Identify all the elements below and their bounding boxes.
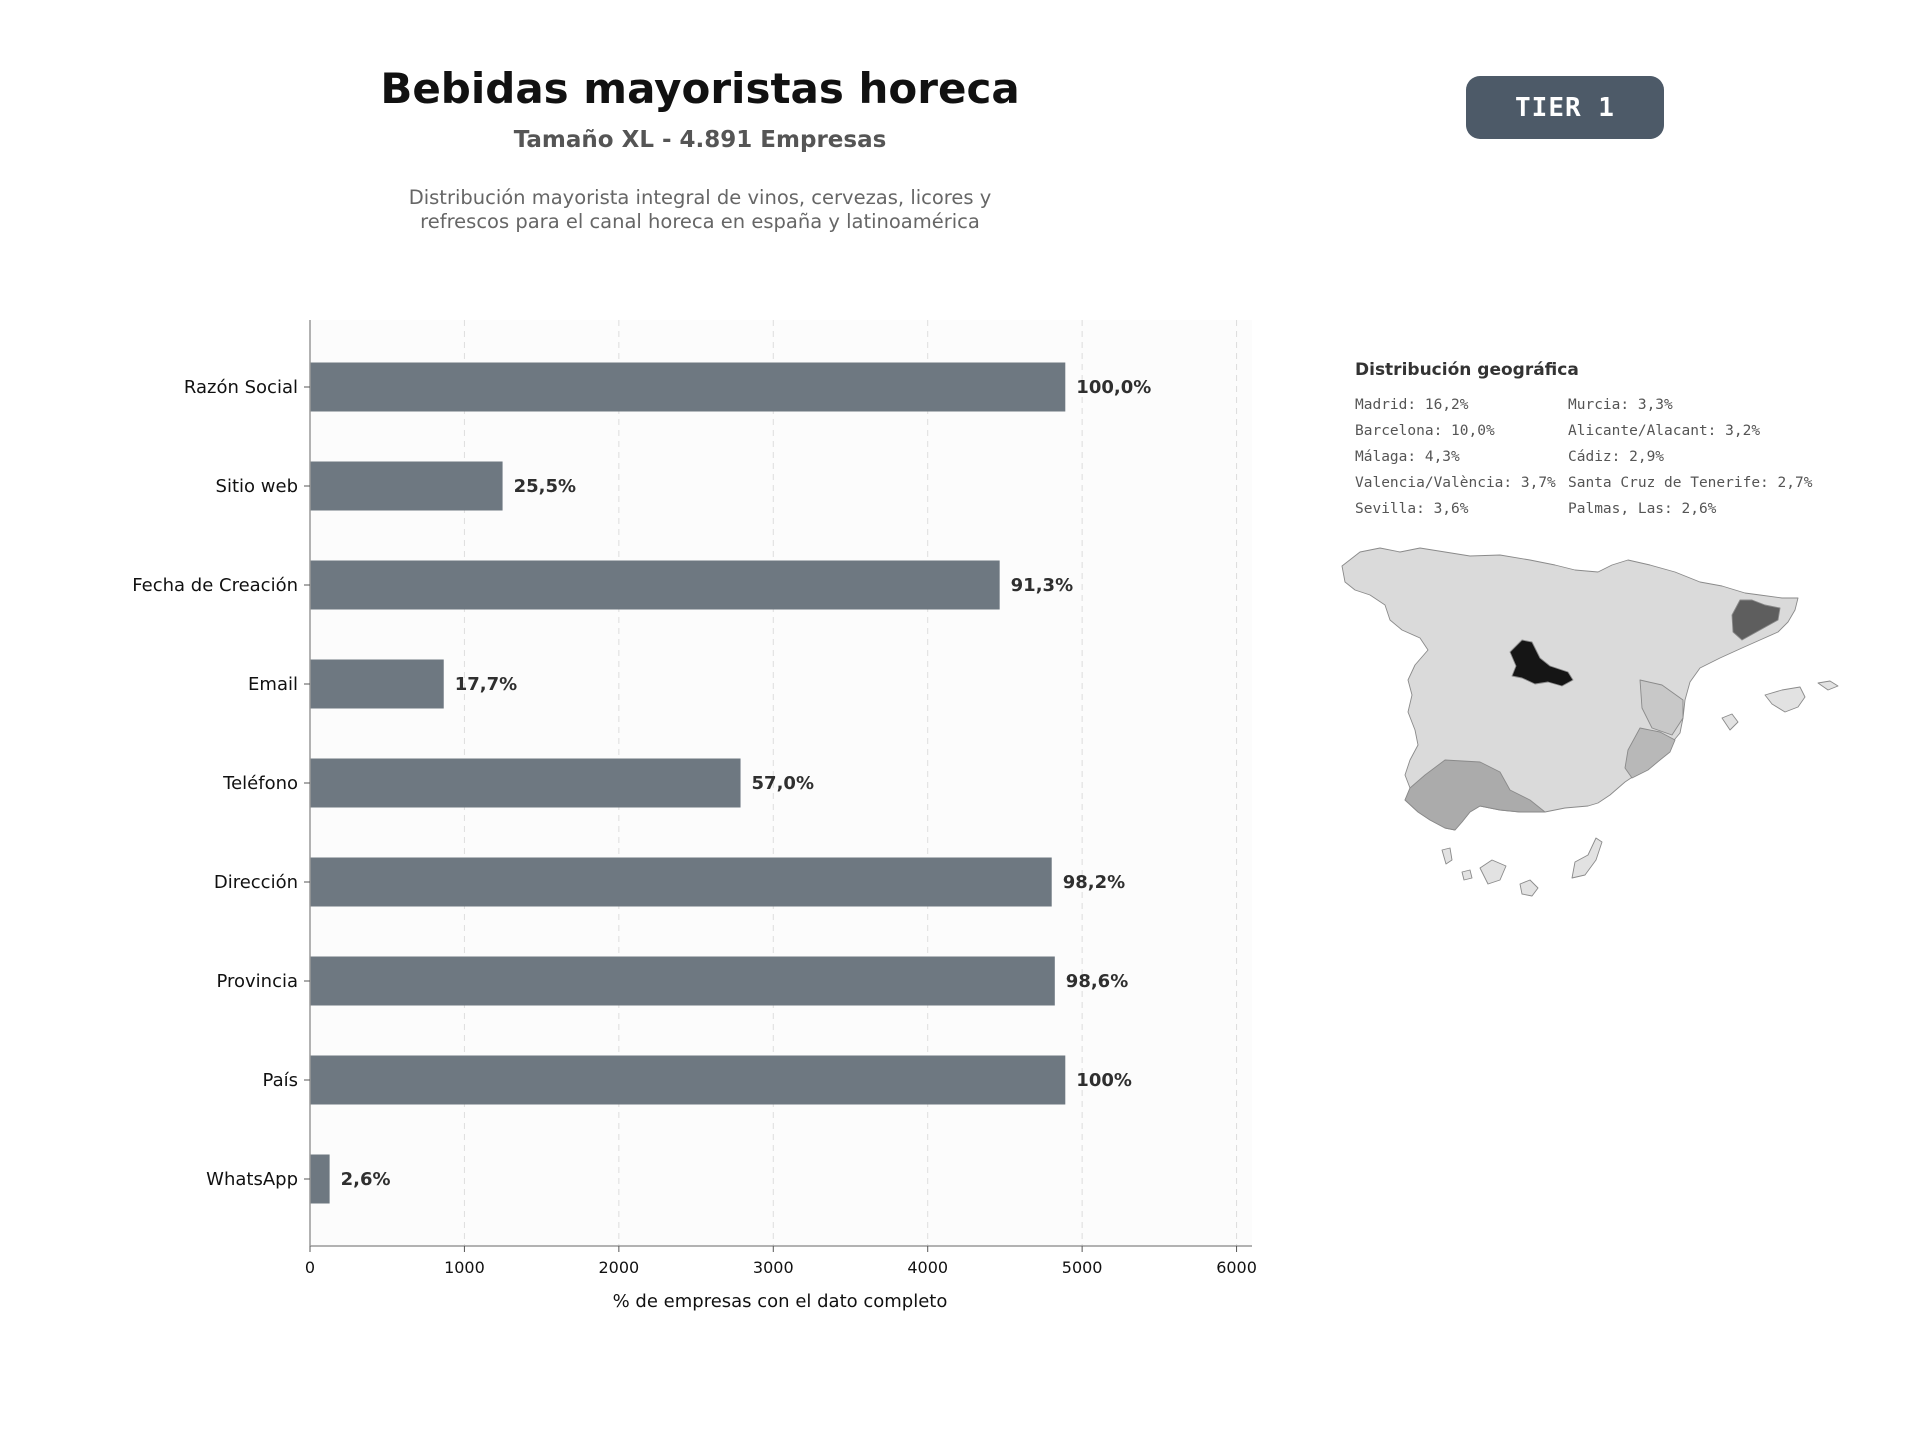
x-tick-label: 6000: [1216, 1258, 1257, 1277]
category-label: Dirección: [214, 872, 298, 893]
geo-item: Sevilla: 3,6%: [1355, 501, 1469, 517]
description-line-2: refrescos para el canal horeca en españa…: [420, 210, 980, 233]
geo-item: Cádiz: 2,9%: [1568, 449, 1665, 465]
value-label: 2,6%: [341, 1169, 391, 1190]
bar: [310, 758, 741, 808]
category-label: Fecha de Creación: [132, 575, 298, 596]
value-labels: 100,0% 25,5% 91,3% 17,7% 57,0% 98,2% 98,6% 100%…: [341, 377, 1152, 1190]
value-label: 91,3%: [1011, 575, 1073, 596]
description-line-1: Distribución mayorista integral de vinos…: [408, 186, 992, 209]
value-label: 57,0%: [752, 773, 814, 794]
category-label: Teléfono: [222, 773, 298, 794]
geo-item: Valencia/València: 3,7%: [1355, 475, 1556, 491]
value-label: 98,2%: [1063, 872, 1125, 893]
x-tick-label: 3000: [753, 1258, 794, 1277]
bar: [310, 362, 1066, 412]
category-label: Provincia: [216, 971, 298, 992]
geo-item: Madrid: 16,2%: [1355, 397, 1469, 413]
bar: [310, 1154, 330, 1204]
geo-item: Palmas, Las: 2,6%: [1568, 501, 1717, 517]
category-label: País: [263, 1070, 298, 1091]
bar: [310, 1055, 1066, 1105]
x-tick-label: 0: [305, 1258, 315, 1277]
category-label: Razón Social: [184, 377, 298, 398]
x-tick-label: 2000: [598, 1258, 639, 1277]
x-tick-label: 1000: [444, 1258, 485, 1277]
geo-list: Madrid: 16,2% Murcia: 3,3% Barcelona: 10…: [1355, 396, 1875, 519]
x-tick-label: 5000: [1062, 1258, 1103, 1277]
value-label: 17,7%: [455, 674, 517, 695]
geo-item: Málaga: 4,3%: [1355, 449, 1460, 465]
value-label: 100,0%: [1076, 377, 1151, 398]
geo-item: Alicante/Alacant: 3,2%: [1568, 423, 1761, 439]
bar: [310, 560, 1000, 610]
tier-badge: TIER 1: [1466, 76, 1664, 139]
x-axis-label: % de empresas con el dato completo: [613, 1291, 948, 1312]
category-label: Email: [248, 674, 298, 695]
page-description: Distribución mayorista integral de vinos…: [330, 186, 1070, 234]
page-title: Bebidas mayoristas horeca: [380, 64, 1020, 113]
geo-item: Santa Cruz de Tenerife: 2,7%: [1568, 475, 1813, 491]
value-label: 98,6%: [1066, 971, 1128, 992]
category-label: WhatsApp: [206, 1169, 298, 1190]
category-label: Sitio web: [216, 476, 298, 497]
x-ticks: 0 1000 2000 3000 4000 5000 6000: [305, 1246, 1257, 1277]
bar: [310, 659, 444, 709]
value-label: 25,5%: [514, 476, 576, 497]
geo-title: Distribución geográfica: [1355, 360, 1579, 380]
bar: [310, 857, 1052, 907]
value-label: 100%: [1076, 1070, 1132, 1091]
bars: [310, 362, 1066, 1204]
page-subtitle: Tamaño XL - 4.891 Empresas: [513, 127, 887, 153]
bar: [310, 956, 1055, 1006]
x-tick-label: 4000: [907, 1258, 948, 1277]
bar: [310, 461, 503, 511]
geo-item: Murcia: 3,3%: [1568, 397, 1673, 413]
category-labels: Razón Social Sitio web Fecha de Creación Em…: [132, 377, 310, 1190]
geo-item: Barcelona: 10,0%: [1355, 423, 1495, 439]
